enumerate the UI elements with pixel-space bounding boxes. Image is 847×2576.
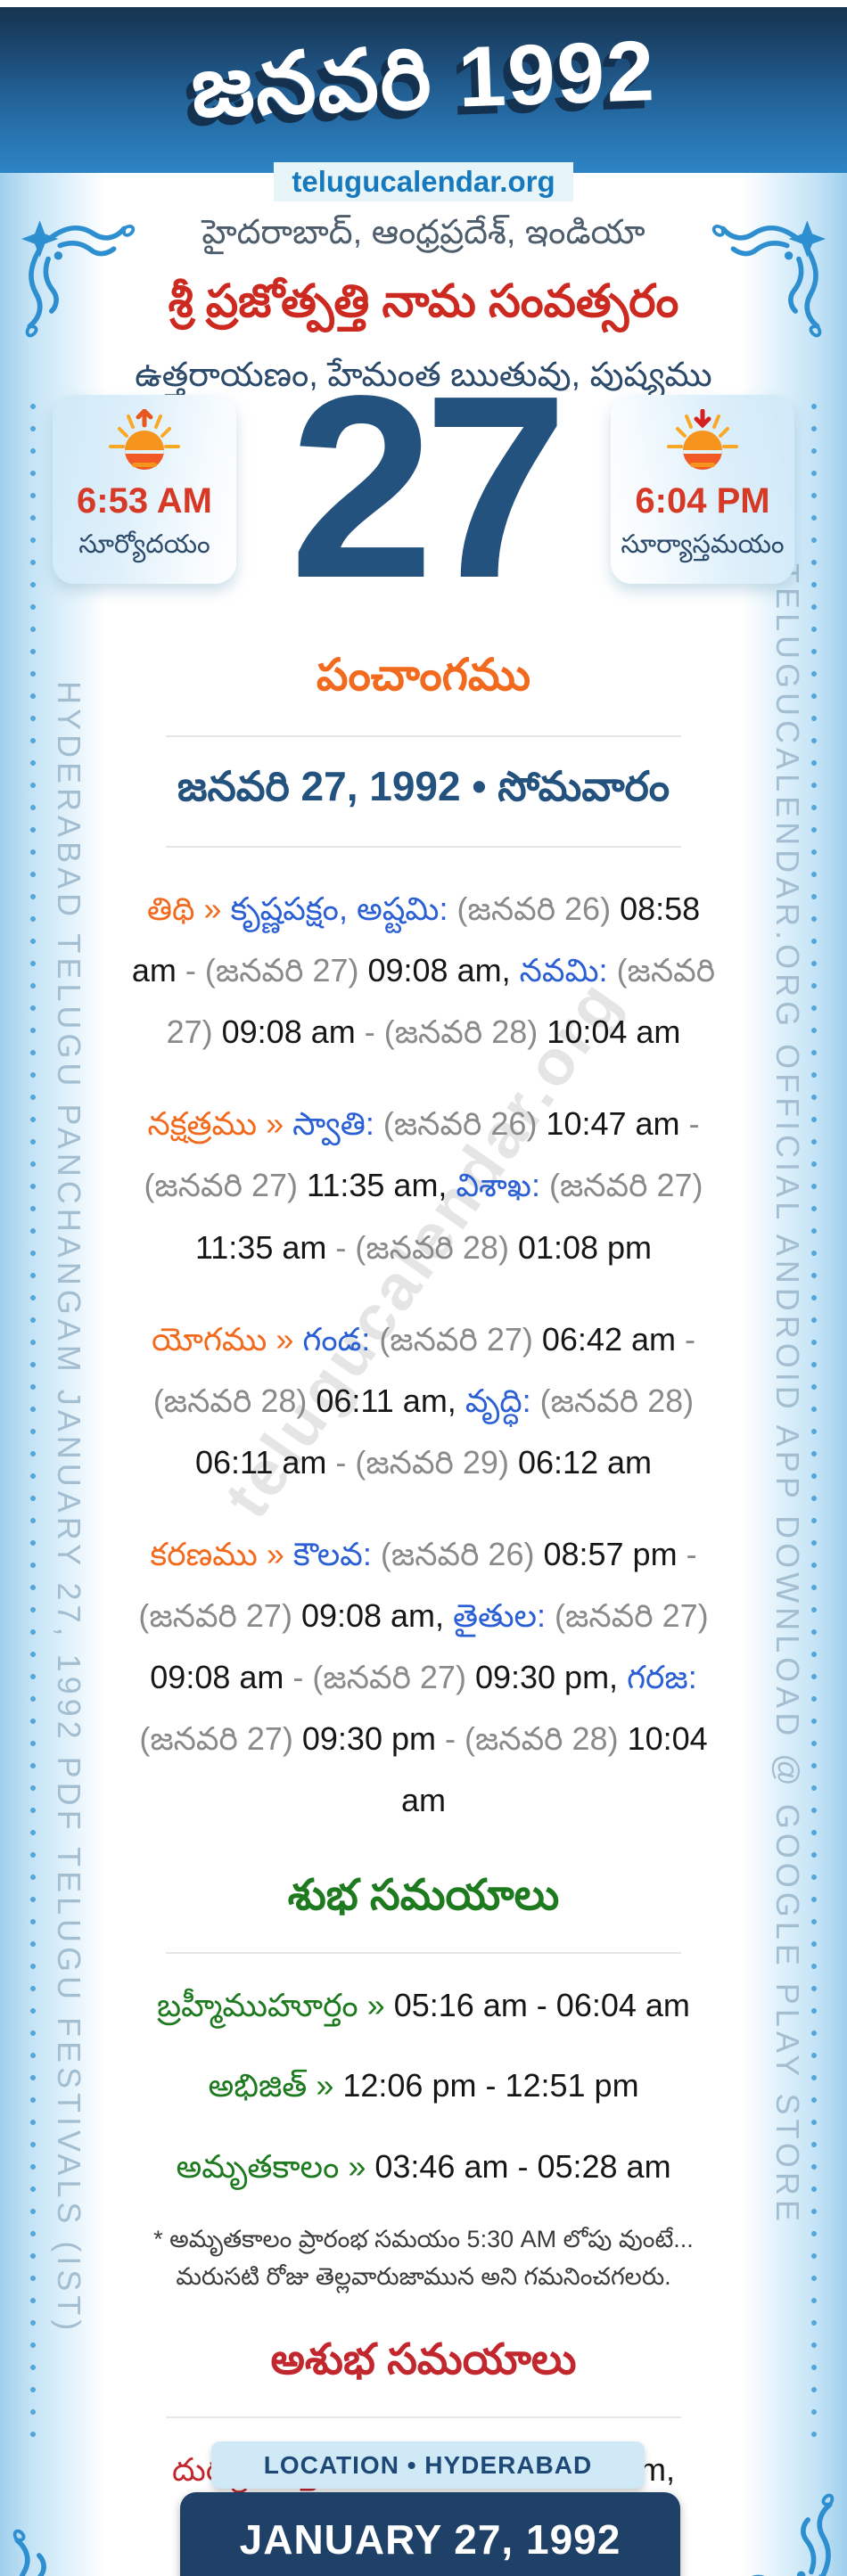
season-line: ఉత్తరాయణం, హేమంత ఋతువు, పుష్యము bbox=[135, 357, 712, 394]
sunrise-time: 6:53 AM bbox=[77, 481, 212, 521]
shubha-item-brahmi: బ్రహ్మీముహూర్తం » 05:16 am - 06:04 am bbox=[129, 1977, 718, 2035]
panchangam-date-line: జనవరి 27, 1992 • సోమవారం bbox=[177, 763, 670, 809]
location-line: హైదరాబాద్, ఆంధ్రప్రదేశ్, ఇండియా bbox=[201, 214, 646, 251]
date-badge-text: JANUARY 27, 1992 bbox=[239, 2516, 621, 2563]
sunrise-label: సూర్యోదయం bbox=[78, 530, 210, 559]
arrow-separator: » bbox=[307, 2067, 343, 2104]
nakshatram-paragraph: నక్షత్రము » స్వాతి: (జనవరి 26) 10:47 am … bbox=[144, 1105, 703, 1266]
amruthakalam-note: * అమృతకాలం ప్రారంభ సమయం 5:30 AM లోపు వుం… bbox=[153, 2225, 694, 2290]
vertical-text-right: TELUGUCALENDAR.ORG OFFICIAL ANDROID APP … bbox=[769, 563, 806, 2226]
shubha-label: బ్రహ్మీముహూర్తం bbox=[157, 1986, 358, 2023]
dotted-line-left bbox=[29, 403, 37, 2453]
header-block: హైదరాబాద్, ఆంధ్రప్రదేశ్, ఇండియా శ్రీ ప్ర… bbox=[103, 214, 744, 403]
divider bbox=[166, 846, 681, 848]
dotted-line-right bbox=[810, 403, 818, 2453]
corner-flourish-top-left bbox=[20, 216, 137, 378]
sunset-icon bbox=[658, 408, 747, 472]
shubha-item-amruthakalam: అమృతకాలం » 03:46 am - 05:28 am bbox=[129, 2138, 718, 2196]
shubha-label: అభిజిత్ bbox=[208, 2067, 308, 2104]
shubha-label: అమృతకాలం bbox=[176, 2148, 340, 2186]
sunset-card: 6:04 PM సూర్యాస్తమయం bbox=[611, 395, 794, 584]
location-badge: LOCATION • HYDERABAD bbox=[211, 2441, 645, 2489]
shubha-item-abhijit: అభిజిత్ » 12:06 pm - 12:51 pm bbox=[129, 2057, 718, 2115]
day-number: 27 bbox=[289, 341, 569, 632]
panchangam-content: పంచాంగము జనవరి 27, 1992 • సోమవారం తిథి »… bbox=[129, 649, 718, 2576]
corner-flourish-top-right bbox=[710, 216, 827, 378]
vertical-text-left: HYDERABAD TELUGU PANCHANGAM JANUARY 27, … bbox=[51, 681, 87, 2335]
divider bbox=[166, 735, 681, 737]
divider bbox=[166, 1951, 681, 1954]
divider bbox=[166, 2416, 681, 2418]
shubha-times: 12:06 pm - 12:51 pm bbox=[342, 2067, 639, 2104]
date-badge: JANUARY 27, 1992 bbox=[180, 2492, 680, 2576]
sunset-label: సూర్యాస్తమయం bbox=[621, 530, 785, 559]
samvatsaram-line: శ్రీ ప్రజోత్పత్తి నామ సంవత్సరం bbox=[168, 275, 679, 326]
sunrise-icon bbox=[100, 407, 189, 472]
shubha-times: 05:16 am - 06:04 am bbox=[393, 1986, 690, 2023]
panchangam-heading: పంచాంగము bbox=[316, 650, 531, 700]
shubha-times: 03:46 am - 05:28 am bbox=[374, 2148, 671, 2186]
corner-flourish-bottom-left bbox=[7, 2489, 125, 2576]
arrow-separator: » bbox=[339, 2148, 375, 2186]
ashubha-heading: అశుభ సమయాలు bbox=[270, 2335, 577, 2383]
month-title: జనవరి 1992 bbox=[189, 22, 657, 135]
corner-flourish-bottom-right bbox=[722, 2453, 840, 2576]
yogam-paragraph: యోగము » గండ: (జనవరి 27) 06:42 am - (జనవర… bbox=[152, 1320, 695, 1481]
arrow-separator: » bbox=[358, 1986, 394, 2023]
month-banner: జనవరి 1992 bbox=[0, 7, 847, 173]
shubha-heading: శుభ సమయాలు bbox=[287, 1871, 560, 1919]
top-strip bbox=[0, 0, 847, 7]
tithi-paragraph: తిథి » కృష్ణపక్షం, అష్టమి: (జనవరి 26) 08… bbox=[131, 890, 716, 1051]
sunset-time: 6:04 PM bbox=[635, 481, 770, 521]
sunrise-card: 6:53 AM సూర్యోదయం bbox=[53, 395, 236, 584]
site-badge[interactable]: telugucalendar.org bbox=[274, 162, 573, 201]
karanam-paragraph: కరణము » కౌలవ: (జనవరి 26) 08:57 pm - (జనవ… bbox=[138, 1535, 709, 1819]
